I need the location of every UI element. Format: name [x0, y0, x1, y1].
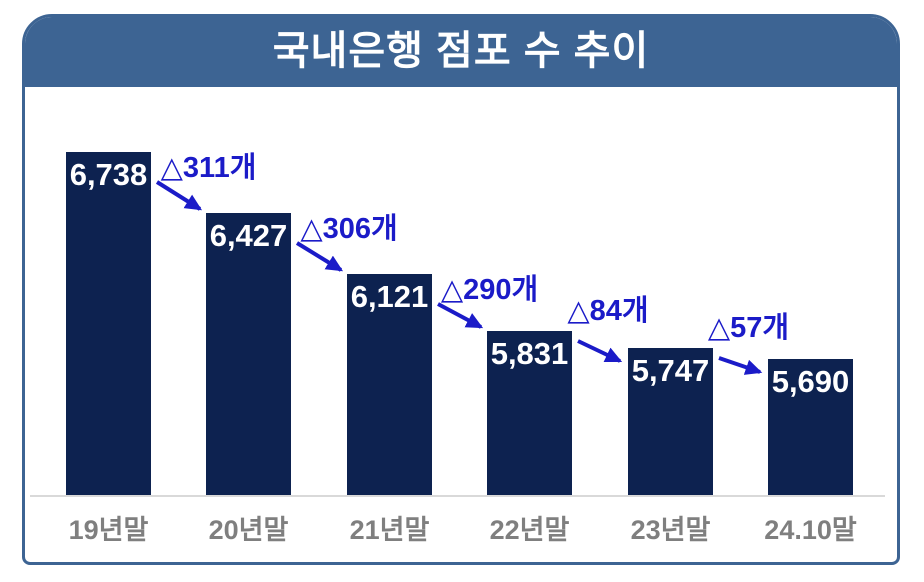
chart-title-bar: 국내은행 점포 수 추이: [25, 17, 897, 87]
bar-23년말: 5,747: [628, 348, 713, 495]
x-axis-label: 19년말: [68, 515, 149, 545]
x-axis-label: 23년말: [630, 515, 711, 545]
chart-card: 국내은행 점포 수 추이 6,738 6,427 6,121 5,831 5,747 5,…: [22, 14, 900, 565]
bar-chart: 6,738 6,427 6,121 5,831 5,747 5,690 19년말 20년말 21…: [25, 17, 897, 556]
bar-value-label: 6,121: [350, 279, 429, 314]
delta-label: △84개: [567, 295, 649, 327]
x-axis-label: 22년말: [489, 515, 570, 545]
bar-value-label: 6,738: [69, 157, 148, 192]
bar-value-label: 5,831: [490, 336, 569, 371]
delta-label: △290개: [440, 274, 539, 306]
bar-20년말: 6,427: [206, 213, 291, 495]
bar-24.10말: 5,690: [768, 359, 853, 495]
delta-label: △57개: [707, 312, 790, 344]
decline-arrow: [155, 180, 203, 211]
bar-value-label: 6,427: [209, 218, 288, 253]
delta-label: △311개: [160, 152, 257, 184]
decline-arrow: [437, 302, 484, 329]
chart-title: 국내은행 점포 수 추이: [272, 29, 650, 73]
bar-21년말: 6,121: [347, 274, 432, 495]
decline-arrow: [577, 339, 623, 363]
decline-arrow: [718, 356, 763, 375]
x-axis-label: 24.10말: [764, 515, 857, 545]
decline-arrow: [295, 241, 344, 272]
delta-label: △306개: [300, 213, 398, 245]
bar-value-label: 5,747: [631, 353, 710, 388]
bar-19년말: 6,738: [66, 152, 151, 495]
bar-22년말: 5,831: [487, 331, 572, 495]
bar-value-label: 5,690: [771, 364, 850, 399]
x-axis-label: 21년말: [349, 515, 430, 545]
x-axis-label: 20년말: [208, 515, 289, 545]
x-axis-line: [30, 495, 885, 497]
